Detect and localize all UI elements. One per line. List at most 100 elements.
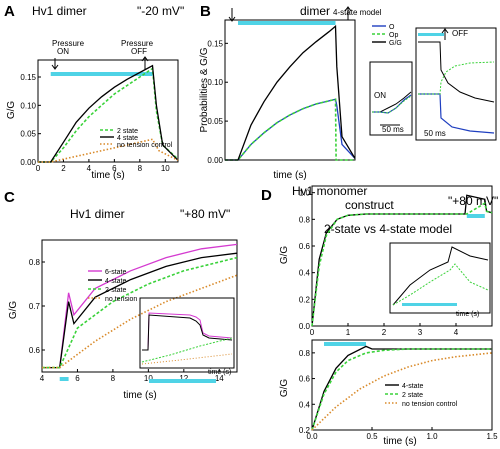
panel-d-model-note: 2-state vs 4-state model: [324, 222, 452, 236]
panel-b-ylabel: Probabilities & G/G: [199, 47, 210, 132]
x-tick-label: 14: [215, 374, 224, 383]
legend-label: no tension control: [402, 401, 458, 408]
y-tick-label: 0.0: [299, 322, 311, 331]
panel-b-inset-on: ON 50 ms: [369, 61, 413, 136]
panel-b-plot: 0.00 0.05 0.10 0.15: [207, 19, 356, 165]
legend-label: 2 state: [117, 128, 138, 135]
series-no-tension-control: [311, 352, 493, 431]
y-tick-label: 0.8: [299, 215, 311, 224]
down-arrow-icon: [51, 58, 59, 70]
inset-frame: [415, 27, 497, 141]
inset-frame: [139, 297, 235, 369]
panel-d-top-plot: 0 1 2 3 4 0.0 0.2 0.4 0.6 0.8 1.0: [299, 185, 493, 337]
inset-line: [142, 312, 233, 351]
legend-label: no tension: [105, 296, 137, 303]
x-tick-label: 3: [418, 328, 423, 337]
x-tick-label: 10: [161, 164, 170, 173]
x-tick-label: 0.5: [366, 432, 378, 441]
panel-c-inset: time (s): [139, 297, 235, 383]
panel-d-ylabel-bottom: G/G: [279, 379, 290, 398]
legend-label: 4-state: [105, 278, 127, 285]
series-g-g: [225, 24, 356, 161]
x-tick-label: 8: [138, 164, 143, 173]
axes-frame: [224, 19, 356, 161]
y-tick-label: 0.15: [20, 73, 36, 82]
panel-a-ylabel: G/G: [6, 101, 17, 120]
inset-line: [392, 263, 489, 306]
panel-a-title: Hv1 dimer: [32, 4, 87, 18]
x-tick-label: 0: [36, 164, 41, 173]
series-no-tension-control: [38, 138, 179, 163]
panel-c-ylabel: G/G: [8, 301, 19, 320]
x-tick-label: 8: [111, 374, 116, 383]
legend: 4-state 2 state no tension control: [385, 383, 458, 408]
panel-a-condition: "-20 mV": [137, 4, 184, 18]
x-tick-label: 10: [144, 374, 153, 383]
x-tick-label: 4: [87, 164, 92, 173]
inset-xlabel: time (s): [208, 369, 231, 376]
series-2-state: [311, 202, 493, 327]
panel-d-label: D: [261, 187, 272, 204]
legend-label: 4 state: [117, 135, 138, 142]
x-tick-label: 6: [75, 374, 80, 383]
panel-a-plot: 0 2 4 6 8 10 0.00 0.05 0.10 0.15: [20, 59, 179, 173]
y-tick-label: 0.4: [299, 400, 311, 409]
y-tick-label: 0.10: [207, 78, 223, 87]
axes-frame: [311, 185, 493, 327]
panel-b-xlabel: time (s): [273, 170, 306, 181]
panel-d-title: Hv1 monomer: [292, 184, 367, 198]
legend-label: Op: [389, 32, 398, 39]
stimulus-bar: [418, 33, 444, 36]
legend-label: 4-state: [402, 383, 424, 390]
inset-line: [418, 41, 495, 103]
inset-scale: 50 ms: [382, 125, 404, 134]
x-tick-label: 4: [40, 374, 45, 383]
legend-label: 2 state: [402, 392, 423, 399]
inset-line: [392, 246, 489, 306]
panel-a-label: A: [4, 3, 15, 20]
panel-d-title2: construct: [345, 198, 394, 212]
up-arrow-icon: [344, 6, 352, 20]
legend-label: 2-state: [105, 287, 127, 294]
y-tick-label: 0.10: [20, 101, 36, 110]
stimulus-bar: [50, 72, 153, 76]
y-tick-label: 0.05: [20, 130, 36, 139]
panel-b-title: dimer: [300, 4, 330, 18]
axes-frame: [311, 339, 493, 431]
panel-b-subtitle: 4-state model: [333, 8, 382, 17]
panel-c-plot: 4 6 8 10 12 14 0.6 0.7 0.8: [29, 239, 238, 383]
x-tick-label: 12: [179, 374, 188, 383]
x-tick-label: 0: [310, 328, 315, 337]
series-4-state: [42, 252, 238, 369]
up-arrow-icon: [441, 28, 449, 40]
series-2-state: [311, 348, 492, 431]
inset-on-label: ON: [374, 91, 386, 100]
legend-label: no tension control: [117, 142, 173, 149]
y-tick-label: 0.6: [299, 242, 311, 251]
stimulus-bar: [324, 342, 366, 346]
inset-line: [141, 353, 233, 365]
x-tick-label: 1.0: [426, 432, 438, 441]
up-arrow-icon: [141, 56, 149, 70]
y-tick-label: 0.00: [207, 156, 223, 165]
panel-d-bottom-plot: 0.0 0.5 1.0 1.5 0.2 0.4 0.6 0.8: [299, 339, 498, 441]
inset-xlabel: time (s): [456, 311, 479, 318]
series-4-state: [311, 194, 493, 327]
stimulus-bar: [59, 377, 69, 381]
panel-c-label: C: [4, 189, 15, 206]
panel-c-xlabel: time (s): [123, 390, 156, 401]
panel-d-ylabel: G/G: [279, 246, 290, 265]
y-tick-label: 0.00: [20, 158, 36, 167]
series-2-state: [38, 67, 179, 163]
series-no-tension: [42, 274, 238, 369]
pressure-on-label-2: ON: [57, 47, 69, 56]
panel-d-xlabel: time (s): [383, 436, 416, 447]
inset-line: [418, 61, 495, 95]
inset-line: [372, 94, 412, 114]
inset-frame: [389, 242, 491, 314]
panel-b-inset-off: OFF 50 ms: [415, 27, 497, 141]
stimulus-bar: [402, 303, 457, 306]
y-tick-label: 0.05: [207, 117, 223, 126]
x-tick-label: 0.0: [306, 432, 318, 441]
